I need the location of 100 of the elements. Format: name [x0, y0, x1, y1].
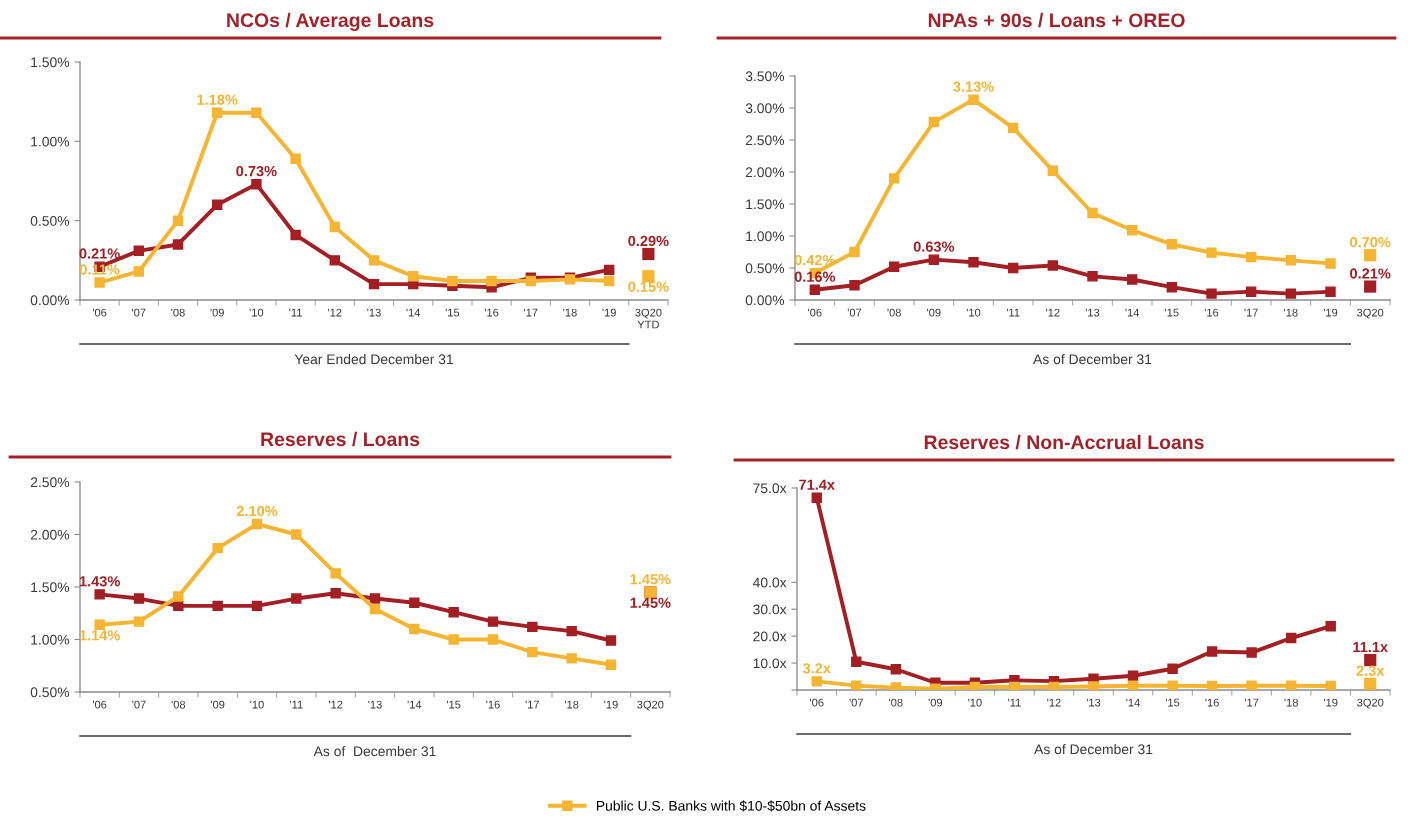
point [1245, 251, 1257, 263]
point [251, 107, 262, 118]
data-label: 0.73% [236, 165, 277, 177]
chart-title: NPAs + 90s / Loans + OREO [928, 12, 1185, 28]
point [849, 280, 860, 291]
x-tick-label: '07 [132, 700, 146, 709]
point [251, 518, 263, 530]
x-tick-label: '18 [1284, 308, 1298, 317]
y-tick-label: 1.50% [31, 57, 70, 68]
y-tick-label: 0.00% [30, 295, 70, 306]
point [605, 659, 617, 670]
point [1126, 274, 1138, 285]
point [173, 591, 184, 602]
point [251, 178, 262, 190]
point [809, 284, 821, 295]
point [330, 588, 341, 599]
x-tick-label: '06 [92, 700, 107, 709]
x-tick-label: '18 [1284, 698, 1298, 707]
y-tick-label: 30.0x [753, 604, 787, 615]
x-tick-label: 3Q20 [637, 700, 664, 711]
x-tick-label: '12 [1047, 698, 1061, 707]
x-tick-label: '08 [887, 308, 901, 317]
y-tick-label: 0.50% [30, 216, 70, 226]
point [1285, 288, 1297, 299]
point [811, 676, 822, 687]
data-label: 0.16% [794, 271, 836, 282]
y-tick-label: 1.50% [31, 582, 70, 593]
x-tick-label: '15 [1165, 308, 1179, 317]
x-tick-label: '19 [1324, 698, 1338, 707]
x-tick-label: '07 [132, 308, 146, 317]
point [1087, 271, 1098, 282]
point [1325, 680, 1336, 690]
x-tick-label: '10 [249, 308, 264, 317]
point [603, 264, 615, 276]
x-tick-label: '11 [1008, 698, 1021, 707]
x-tick-label: 3Q20 YTD [635, 308, 662, 329]
x-tick-label: '15 [1165, 698, 1180, 707]
point [1325, 286, 1336, 297]
x-tick-label: '13 [1086, 698, 1101, 707]
x-tick-label: '19 [604, 700, 618, 709]
x-tick-label: '11 [290, 700, 303, 709]
y-tick-label: 10.0x [753, 658, 787, 669]
data-label: 2.10% [236, 505, 278, 517]
x-tick-label: '11 [289, 308, 302, 317]
point [133, 266, 145, 277]
point [368, 278, 380, 290]
point [94, 589, 105, 600]
data-label: 0.70% [1350, 236, 1391, 248]
point [133, 616, 145, 627]
x-tick-label: 3Q20 [1357, 698, 1384, 709]
point [1285, 632, 1297, 644]
point [968, 257, 979, 268]
point [447, 275, 458, 287]
point [1246, 680, 1257, 690]
data-label: 1.45% [630, 597, 671, 608]
point [527, 621, 538, 633]
data-label: 0.15% [628, 281, 669, 292]
point [133, 245, 145, 257]
y-tick-label: 75.0x [753, 483, 787, 494]
y-tick-label: 3.00% [745, 103, 785, 114]
chart-title: Reserves / Loans [261, 431, 420, 447]
x-tick-label: '08 [171, 700, 186, 709]
y-tick-label: 1.50% [746, 199, 785, 210]
point [290, 153, 301, 164]
point [1047, 165, 1059, 176]
x-axis-title: Year Ended December 31 [294, 354, 453, 365]
y-tick-label: 2.00% [745, 167, 785, 178]
x-tick-label: '17 [1244, 698, 1259, 707]
x-tick-label: '09 [210, 308, 224, 317]
x-tick-label: '18 [563, 308, 577, 317]
point [330, 568, 341, 579]
point [369, 603, 381, 615]
x-tick-label: '16 [486, 700, 500, 709]
x-tick-label: '12 [328, 700, 343, 709]
point [1245, 286, 1257, 297]
chart-title: NCOs / Average Loans [227, 12, 434, 31]
point [928, 254, 940, 265]
point [211, 199, 223, 211]
point [1007, 262, 1019, 274]
point [603, 275, 615, 287]
point [1167, 663, 1178, 674]
x-tick-label: '12 [1046, 308, 1060, 317]
x-tick-label: '17 [524, 308, 538, 317]
x-tick-label: '10 [966, 308, 981, 317]
point [1166, 239, 1178, 250]
data-label: 0.29% [628, 235, 669, 247]
x-tick-label: '08 [889, 698, 903, 707]
y-tick-label: 0.00% [745, 295, 785, 306]
point [888, 173, 900, 184]
data-label: 1.43% [79, 576, 120, 587]
chart-title: Reserves / Non-Accrual Loans [924, 434, 1204, 450]
x-tick-label: '07 [847, 308, 862, 317]
point [448, 606, 459, 618]
x-tick-label: '19 [602, 308, 616, 317]
y-tick-label: 1.00% [31, 136, 70, 147]
x-tick-label: '17 [1244, 308, 1258, 317]
x-tick-label: '13 [368, 700, 382, 709]
point [487, 616, 499, 627]
x-axis-title: As of December 31 [1034, 744, 1153, 755]
x-tick-label: '16 [1204, 308, 1219, 317]
